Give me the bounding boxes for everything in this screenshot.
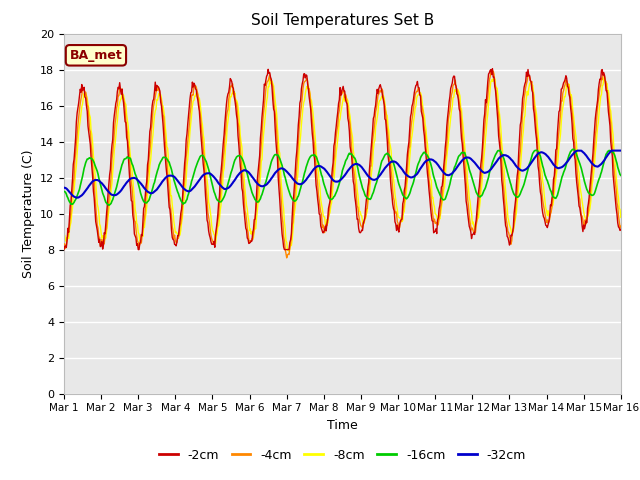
X-axis label: Time: Time <box>327 419 358 432</box>
Text: BA_met: BA_met <box>70 49 122 62</box>
Y-axis label: Soil Temperature (C): Soil Temperature (C) <box>22 149 35 278</box>
Title: Soil Temperatures Set B: Soil Temperatures Set B <box>251 13 434 28</box>
Legend: -2cm, -4cm, -8cm, -16cm, -32cm: -2cm, -4cm, -8cm, -16cm, -32cm <box>154 444 531 467</box>
